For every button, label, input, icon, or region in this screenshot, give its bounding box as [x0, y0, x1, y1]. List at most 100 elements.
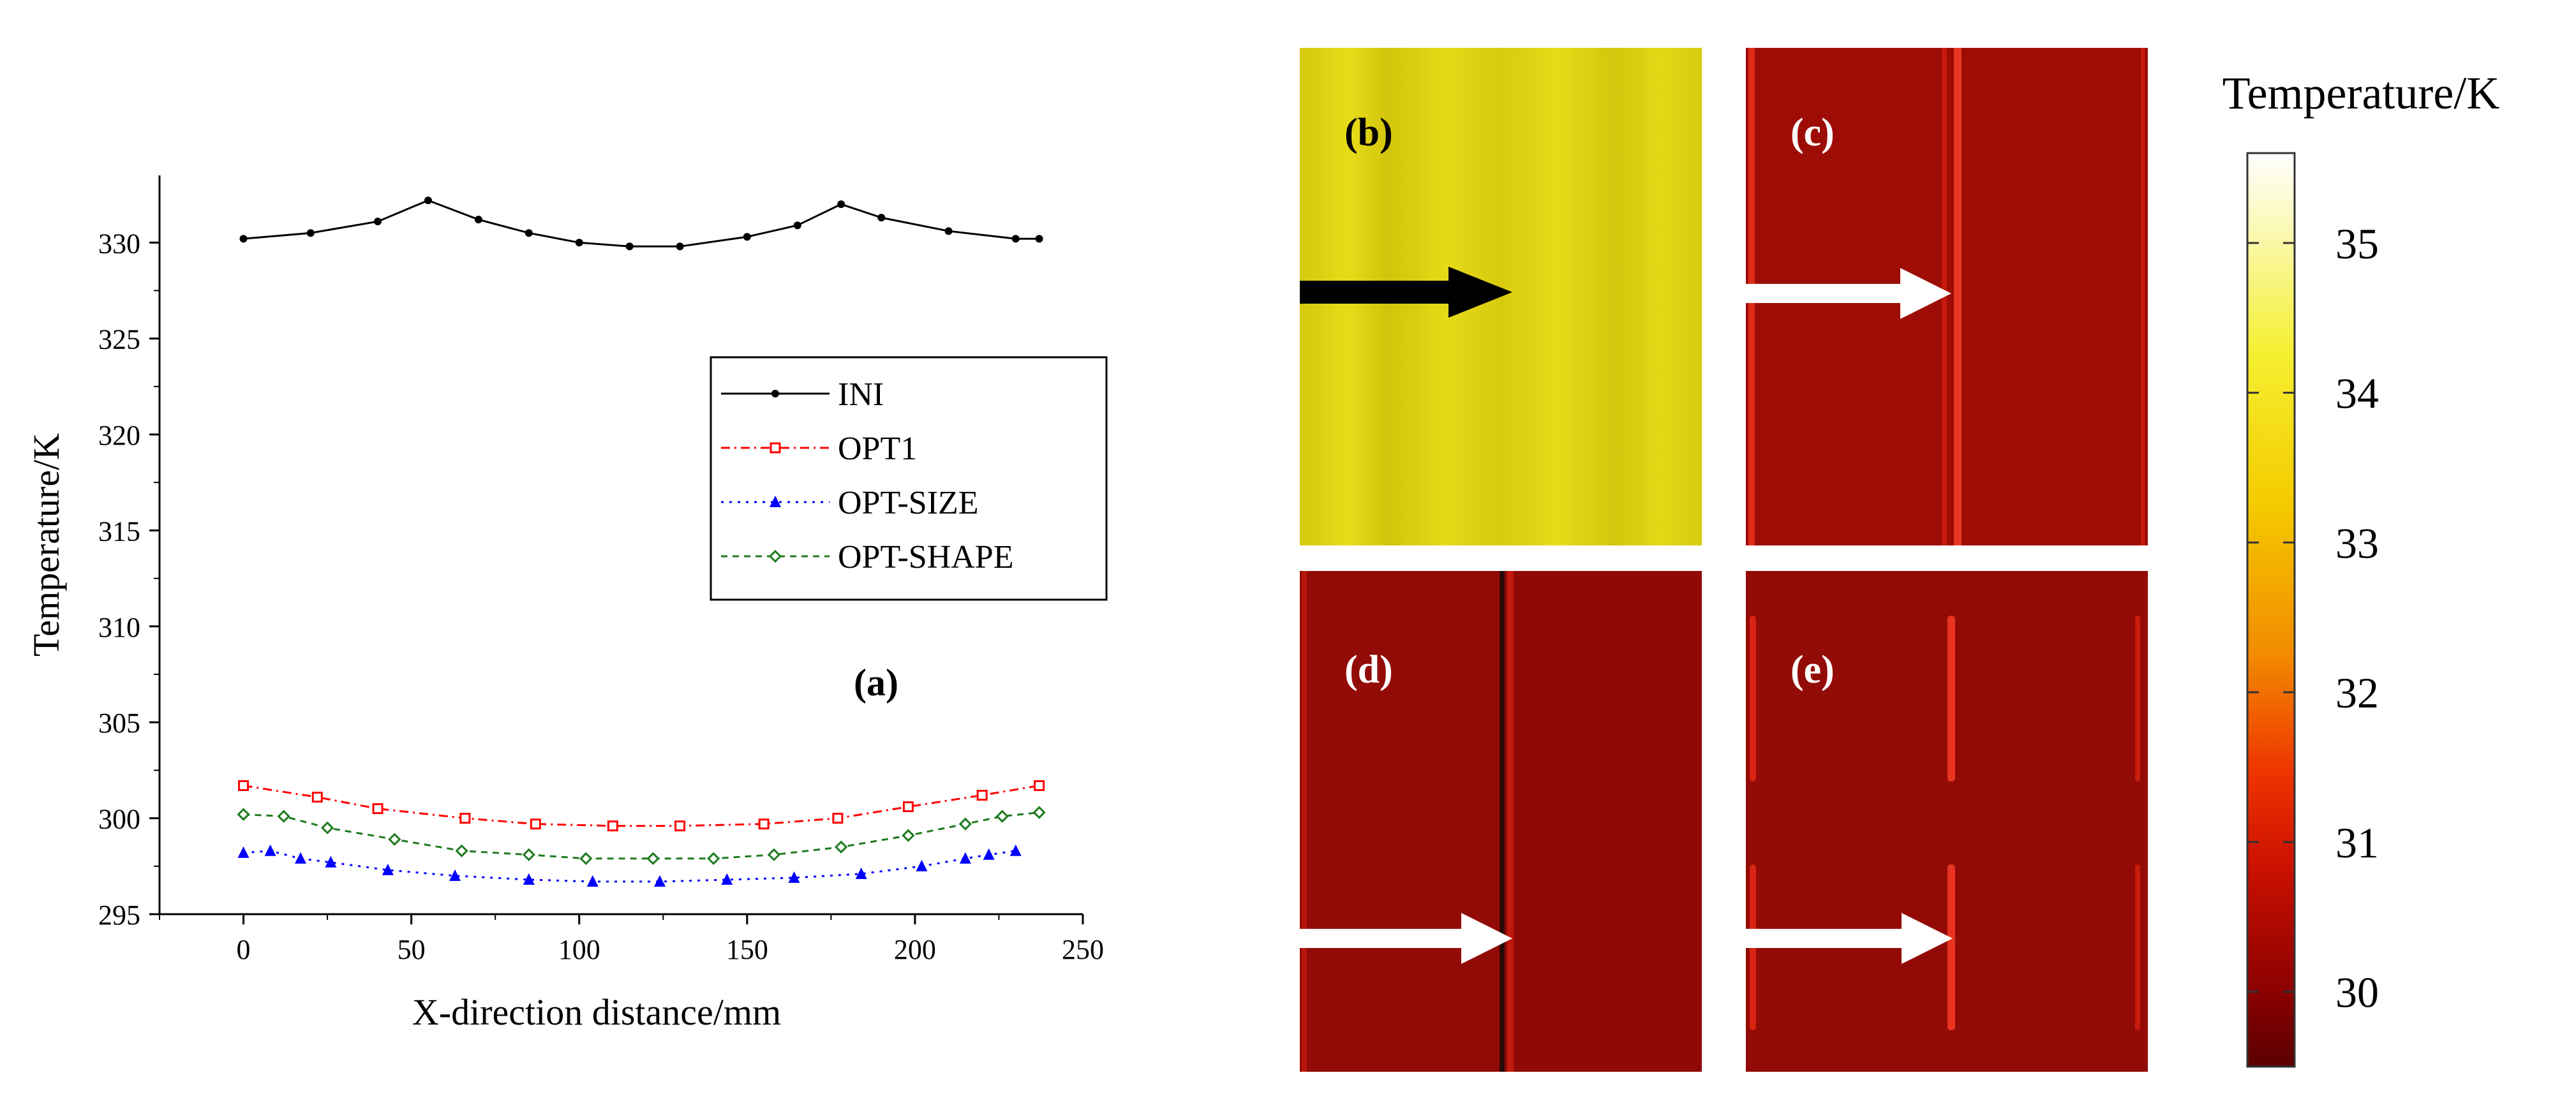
y-tick-label: 315: [98, 515, 140, 547]
data-point-ini: [1011, 235, 1020, 243]
y-tick-label: 300: [98, 804, 140, 835]
data-point-opt-shape: [646, 852, 660, 865]
colorbar-tick-label: 30: [2335, 968, 2379, 1017]
flow-arrow-b: [1300, 267, 1512, 318]
legend-marker-ini: [771, 390, 779, 397]
legend: INI OPT1 OPT-SIZE OPT-SHAPE: [710, 356, 1108, 601]
colorbar-tick-label: 33: [2335, 519, 2379, 567]
series-opt-size: [237, 844, 1022, 887]
data-point-opt-size: [264, 844, 276, 856]
data-point-opt-size: [449, 869, 461, 881]
data-point-opt-size: [983, 848, 995, 860]
data-point-ini: [374, 218, 382, 226]
data-point-opt-shape: [388, 833, 401, 846]
data-point-opt-shape: [320, 821, 334, 834]
data-point-ini: [474, 216, 482, 224]
data-point-opt1: [902, 801, 914, 813]
data-point-ini: [239, 235, 248, 243]
data-point-opt-size: [325, 855, 337, 868]
data-point-opt-size: [237, 846, 249, 858]
legend-label-opt1: OPT1: [838, 431, 917, 467]
data-point-ini: [877, 214, 886, 222]
data-point-ini: [837, 200, 845, 209]
data-point-opt-shape: [579, 852, 593, 865]
data-point-opt-shape: [958, 817, 972, 831]
flow-arrow-e: [1746, 913, 1953, 964]
x-tick-label: 200: [894, 934, 936, 965]
y-tick-label: 320: [98, 420, 140, 451]
data-point-opt-size: [382, 863, 394, 875]
data-point-opt1: [758, 818, 770, 830]
data-point-opt-shape: [455, 844, 468, 857]
series-opt-shape: [237, 806, 1046, 865]
legend-marker-opt1: [770, 442, 781, 454]
data-point-opt1: [1034, 780, 1045, 791]
data-point-opt-size: [916, 859, 928, 871]
series-layer: [237, 196, 1046, 887]
data-point-opt-size: [788, 871, 800, 883]
data-point-ini: [793, 221, 801, 230]
y-tick-label: 295: [98, 900, 140, 931]
legend-label-opt-size: OPT-SIZE: [838, 485, 979, 521]
data-point-opt-shape: [995, 810, 1009, 823]
heatmap-panel-e: (e): [1746, 571, 2148, 1072]
data-point-opt1: [607, 820, 618, 832]
series-ini: [239, 196, 1043, 251]
y-tick-label: 305: [98, 707, 140, 739]
y-ticks: 295 300 305 310 315 320 325 330: [98, 228, 160, 931]
colorbar-title: Temperature/K: [2222, 68, 2500, 119]
data-point-opt-size: [654, 875, 666, 887]
data-point-ini: [625, 242, 634, 251]
data-point-opt1: [372, 803, 383, 815]
data-point-opt-size: [523, 873, 535, 885]
legend-marker-opt-shape: [768, 549, 782, 563]
heatmap-panel-d: (d): [1300, 571, 1702, 1072]
heatmap-panel-b: (b): [1300, 48, 1702, 545]
data-point-ini: [944, 227, 953, 235]
data-point-opt-shape: [1032, 806, 1046, 819]
y-tick-label: 330: [98, 228, 140, 259]
panel-label-a: (a): [854, 662, 898, 704]
colorbar-ticks: 35 34 33 32 31 30: [2247, 219, 2379, 1017]
data-point-opt-shape: [835, 840, 848, 854]
panel-label-c: (c): [1791, 111, 1835, 154]
line-chart-a: 295 300 305 310 315 320 325 330 0 50 100 150 200 250…: [26, 175, 1108, 1033]
data-point-ini: [424, 196, 432, 205]
x-tick-label: 0: [237, 934, 251, 965]
panel-label-b: (b): [1344, 111, 1393, 154]
data-point-opt-shape: [707, 852, 720, 865]
flow-arrow-d: [1300, 913, 1512, 964]
data-point-ini: [1035, 235, 1043, 243]
data-point-opt-shape: [237, 808, 250, 821]
data-point-opt-size: [1009, 844, 1022, 856]
y-tick-label: 325: [98, 324, 140, 355]
data-point-ini: [743, 233, 751, 241]
data-point-ini: [575, 239, 583, 247]
colorbar-tick-label: 35: [2335, 219, 2379, 268]
y-tick-label: 310: [98, 612, 140, 643]
data-point-opt1: [976, 790, 988, 801]
colorbar-tick-label: 31: [2335, 818, 2379, 867]
data-point-opt1: [832, 813, 844, 824]
series-line-opt-shape: [243, 811, 1039, 860]
x-tick-label: 50: [398, 934, 426, 965]
data-point-opt-shape: [522, 848, 535, 861]
heatmap-panel-c: (c): [1746, 48, 2148, 545]
legend-marker-opt-size: [770, 496, 781, 507]
data-point-opt-size: [721, 873, 733, 885]
heatmap-field-e: [1746, 571, 2148, 1072]
series-line-opt1: [243, 785, 1039, 827]
colorbar-tick-label: 34: [2335, 369, 2379, 418]
x-tick-label: 250: [1062, 934, 1104, 965]
y-axis-label: Temperature/K: [26, 433, 67, 656]
series-line-opt-size: [243, 850, 1016, 883]
data-point-opt1: [530, 818, 541, 830]
data-point-opt1: [311, 792, 323, 803]
data-point-opt-size: [294, 852, 306, 864]
data-point-ini: [525, 229, 533, 237]
series-opt1: [238, 780, 1045, 832]
x-tick-label: 150: [726, 934, 768, 965]
colorbar: Temperature/K 35 34 33 32 31 30: [2222, 68, 2500, 1068]
